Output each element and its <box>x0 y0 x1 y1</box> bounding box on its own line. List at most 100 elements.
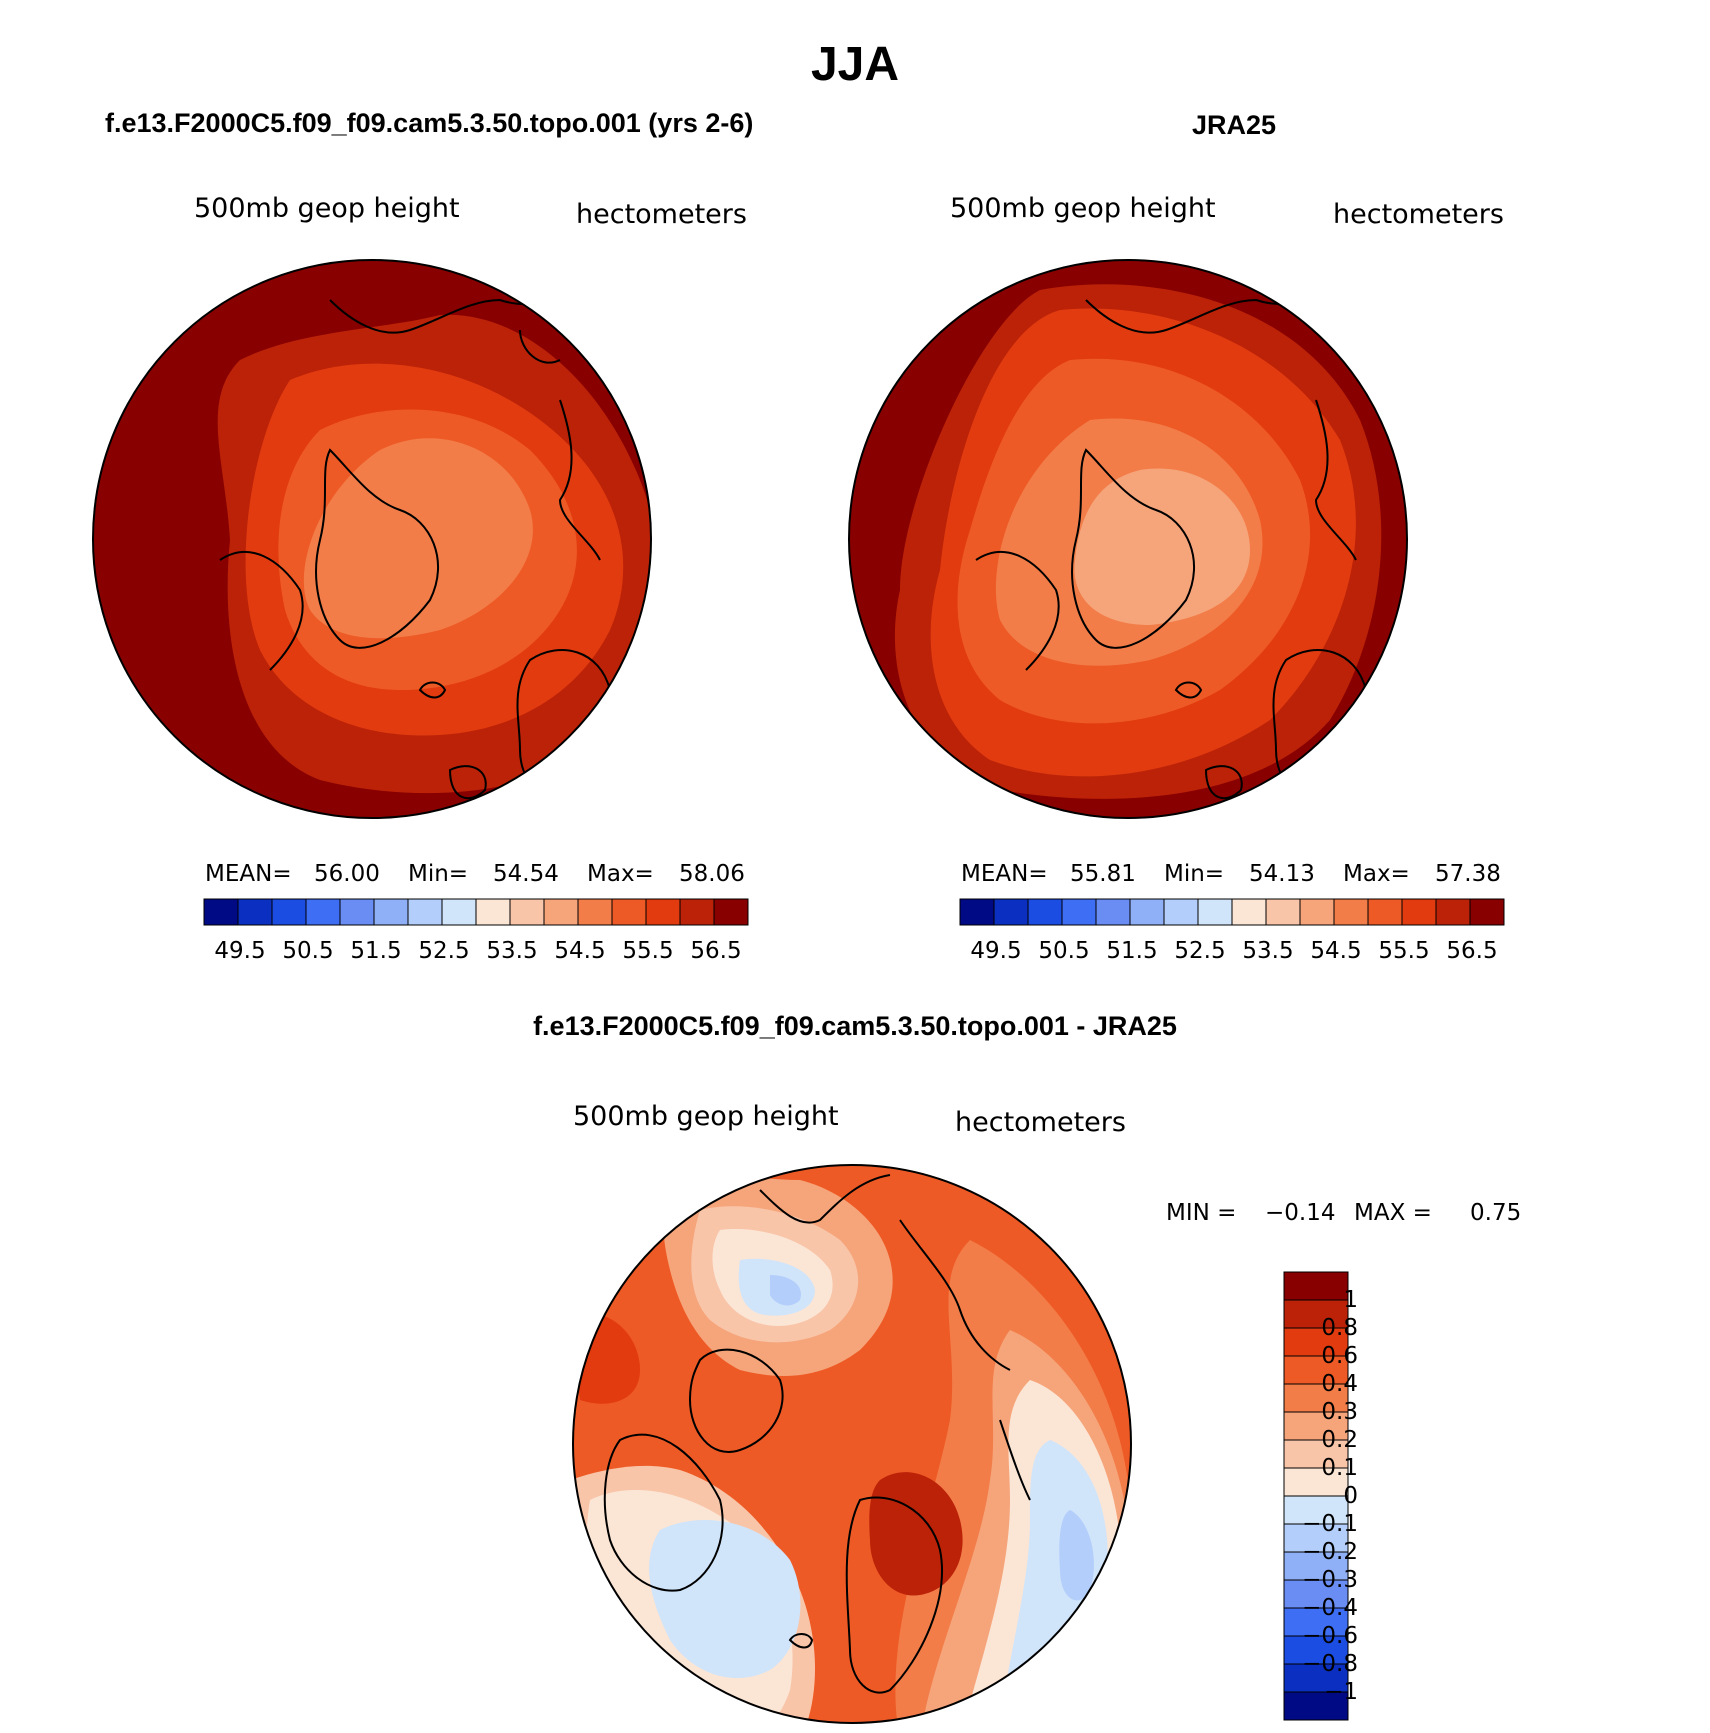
max-label: MAX = <box>1354 1200 1432 1226</box>
panel-diff-map <box>572 1164 1132 1724</box>
colorbar-swatch <box>611 898 647 926</box>
colorbar-tick: 51.5 <box>1106 938 1157 964</box>
panel-diff: f.e13.F2000C5.f09_f09.cam5.3.50.topo.001… <box>533 1011 1521 1724</box>
panel-obs-stats: MEAN= 55.81 Min= 54.13 Max= 57.38 <box>961 861 1501 887</box>
colorbar-swatch <box>509 898 545 926</box>
panel-model-colorbar-ticks: 49.5 50.5 51.5 52.5 53.5 54.5 55.5 56.5 <box>214 938 741 964</box>
colorbar-swatch <box>1283 1607 1349 1637</box>
colorbar-tick: 54.5 <box>554 938 605 964</box>
colorbar-tick: −0.4 <box>1302 1595 1358 1621</box>
panel-diff-stats: MIN = −0.14 MAX = 0.75 <box>1166 1200 1521 1226</box>
panel-model-colorbar <box>203 898 749 926</box>
panel-model-header: f.e13.F2000C5.f09_f09.cam5.3.50.topo.001… <box>105 108 753 138</box>
mean-value: 55.81 <box>1070 861 1136 887</box>
colorbar-tick: 49.5 <box>970 938 1021 964</box>
colorbar-swatch <box>1401 898 1437 926</box>
colorbar-tick: 55.5 <box>622 938 673 964</box>
panel-obs-units-label: hectometers <box>1333 199 1504 230</box>
colorbar-tick: 55.5 <box>1378 938 1429 964</box>
colorbar-swatch <box>993 898 1029 926</box>
colorbar-tick: 53.5 <box>1242 938 1293 964</box>
min-value: −0.14 <box>1265 1200 1335 1226</box>
colorbar-tick: −0.2 <box>1302 1539 1358 1565</box>
colorbar-swatch <box>1283 1411 1349 1441</box>
max-value: 0.75 <box>1470 1200 1521 1226</box>
colorbar-swatch <box>713 898 749 926</box>
colorbar-swatch <box>271 898 307 926</box>
panel-obs-variable-label: 500mb geop height <box>950 193 1216 224</box>
colorbar-tick: 0.2 <box>1321 1427 1358 1453</box>
panel-obs-header: JRA25 <box>1192 110 1276 140</box>
colorbar-tick: −1 <box>1324 1679 1358 1705</box>
colorbar-swatch <box>407 898 443 926</box>
colorbar-swatch <box>1469 898 1505 926</box>
colorbar-tick: 0.3 <box>1321 1399 1358 1425</box>
colorbar-tick: −0.3 <box>1302 1567 1358 1593</box>
colorbar-tick: −0.8 <box>1302 1651 1358 1677</box>
min-value: 54.13 <box>1249 861 1315 887</box>
min-label: Min= <box>408 861 468 887</box>
min-label: Min= <box>1164 861 1224 887</box>
colorbar-swatch <box>1435 898 1471 926</box>
panel-model-stats: MEAN= 56.00 Min= 54.54 Max= 58.06 <box>205 861 745 887</box>
colorbar-swatch <box>441 898 477 926</box>
colorbar-swatch <box>1283 1327 1349 1357</box>
panel-obs-colorbar <box>959 898 1505 926</box>
colorbar-tick: −0.6 <box>1302 1623 1358 1649</box>
colorbar-swatch <box>1163 898 1199 926</box>
panel-diff-header: f.e13.F2000C5.f09_f09.cam5.3.50.topo.001… <box>533 1011 1177 1041</box>
colorbar-swatch <box>1283 1271 1349 1301</box>
colorbar-swatch <box>1265 898 1301 926</box>
colorbar-swatch <box>1283 1663 1349 1693</box>
colorbar-swatch <box>237 898 273 926</box>
mean-label: MEAN= <box>205 861 292 887</box>
panel-diff-variable-label: 500mb geop height <box>573 1101 839 1132</box>
colorbar-swatch <box>1283 1439 1349 1469</box>
min-value: 54.54 <box>493 861 559 887</box>
colorbar-swatch <box>1231 898 1267 926</box>
colorbar-swatch <box>1283 1467 1349 1497</box>
colorbar-tick: 56.5 <box>690 938 741 964</box>
colorbar-swatch <box>1283 1579 1349 1609</box>
panel-model-map <box>92 259 652 819</box>
colorbar-tick: 1 <box>1343 1287 1358 1313</box>
colorbar-tick: 56.5 <box>1446 938 1497 964</box>
panel-model-units-label: hectometers <box>576 199 747 230</box>
colorbar-swatch <box>1299 898 1335 926</box>
colorbar-swatch <box>959 898 995 926</box>
panel-model-variable-label: 500mb geop height <box>194 193 460 224</box>
colorbar-tick: 0.8 <box>1321 1315 1358 1341</box>
panel-model: f.e13.F2000C5.f09_f09.cam5.3.50.topo.001… <box>92 108 753 964</box>
max-value: 58.06 <box>679 861 745 887</box>
panel-obs: JRA25 500mb geop height hectometers <box>848 110 1505 964</box>
colorbar-swatch <box>1283 1551 1349 1581</box>
colorbar-swatch <box>1283 1383 1349 1413</box>
colorbar-swatch <box>339 898 375 926</box>
min-label: MIN = <box>1166 1200 1236 1226</box>
max-value: 57.38 <box>1435 861 1501 887</box>
colorbar-tick: 52.5 <box>418 938 469 964</box>
mean-label: MEAN= <box>961 861 1048 887</box>
colorbar-swatch <box>1197 898 1233 926</box>
panel-obs-colorbar-ticks: 49.5 50.5 51.5 52.5 53.5 54.5 55.5 56.5 <box>970 938 1497 964</box>
colorbar-swatch <box>1283 1691 1349 1721</box>
colorbar-swatch <box>1129 898 1165 926</box>
colorbar-tick: 50.5 <box>282 938 333 964</box>
max-label: Max= <box>1343 861 1410 887</box>
colorbar-swatch <box>305 898 341 926</box>
colorbar-swatch <box>543 898 579 926</box>
colorbar-tick: 0.1 <box>1321 1455 1358 1481</box>
colorbar-swatch <box>1283 1495 1349 1525</box>
colorbar-swatch <box>1333 898 1369 926</box>
colorbar-tick: −0.1 <box>1302 1511 1358 1537</box>
colorbar-swatch <box>577 898 613 926</box>
colorbar-swatch <box>679 898 715 926</box>
colorbar-tick: 51.5 <box>350 938 401 964</box>
figure-title: JJA <box>811 38 899 91</box>
colorbar-tick: 49.5 <box>214 938 265 964</box>
colorbar-tick: 0 <box>1343 1483 1358 1509</box>
colorbar-tick: 52.5 <box>1174 938 1225 964</box>
colorbar-tick: 54.5 <box>1310 938 1361 964</box>
panel-diff-colorbar <box>1283 1271 1349 1721</box>
